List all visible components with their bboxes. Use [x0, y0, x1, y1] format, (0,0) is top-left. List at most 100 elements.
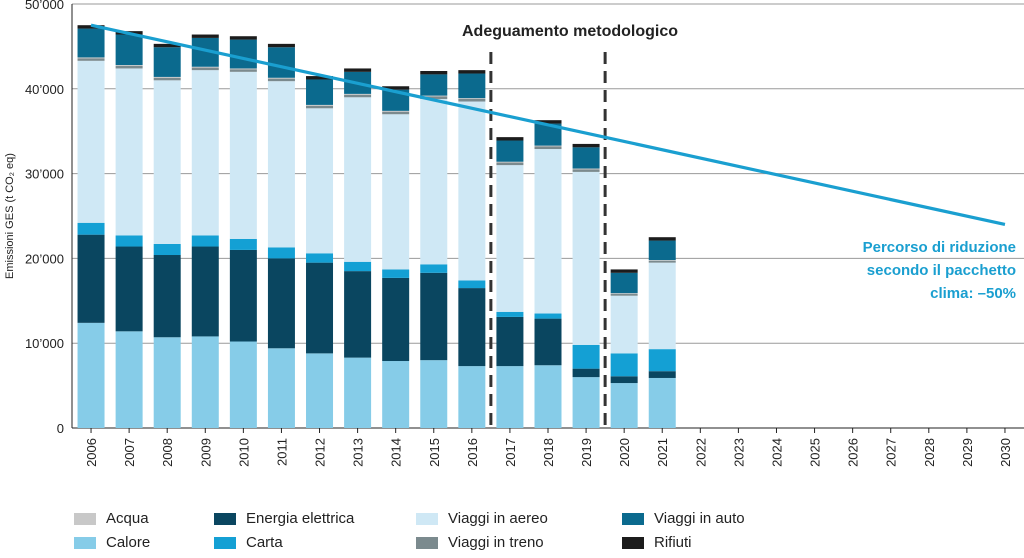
- legend-swatch: [214, 536, 236, 549]
- x-tick-label: 2017: [503, 438, 518, 467]
- bar-2017-rifiuti: [496, 137, 524, 141]
- bar-2006-rifiuti: [77, 25, 105, 29]
- bar-2019-calore: [572, 377, 600, 428]
- bar-2020-calore: [610, 383, 638, 428]
- bar-2013-viaggi-in-aereo: [344, 97, 372, 262]
- bar-2014-energia-elettrica: [382, 277, 410, 362]
- bar-2015-viaggi-in-treno: [420, 96, 448, 99]
- method-change-annotation: Adeguamento metodologico: [462, 23, 678, 40]
- bar-2019-rifiuti: [572, 143, 600, 148]
- y-tick-label: 40’000: [25, 82, 64, 97]
- bar-2008-energia-elettrica: [153, 255, 181, 338]
- legend-swatch: [214, 512, 236, 525]
- x-tick-label: 2023: [731, 438, 746, 467]
- bar-2012-acqua: [306, 104, 334, 106]
- bar-2007-carta: [115, 235, 143, 247]
- bar-2019-viaggi-in-treno: [572, 169, 600, 172]
- x-tick-label: 2024: [769, 438, 784, 467]
- bar-2006-energia-elettrica: [77, 234, 105, 323]
- legend-label: Viaggi in aereo: [448, 510, 548, 527]
- bar-2006-viaggi-in-aereo: [77, 60, 105, 223]
- bar-2009-viaggi-in-aereo: [191, 70, 219, 236]
- legend-swatch: [416, 512, 438, 525]
- bar-2012-rifiuti: [306, 76, 334, 80]
- emissions-chart: 0 10’000 20’000 30’000 40’000 50’000 Emissioni…: [4, 0, 1024, 467]
- bar-2006-calore: [77, 322, 105, 428]
- bar-2015-carta: [420, 264, 448, 273]
- bar-2018-energia-elettrica: [534, 318, 562, 366]
- bar-2012-viaggi-in-treno: [306, 105, 334, 109]
- bar-2008-carta: [153, 243, 181, 256]
- bar-2010-rifiuti: [229, 36, 257, 40]
- bar-2007-acqua: [115, 65, 143, 66]
- bar-2021-rifiuti: [648, 237, 676, 241]
- bar-2021-carta: [648, 349, 676, 372]
- legend-swatch: [622, 536, 644, 549]
- bar-2012-viaggi-in-auto: [306, 79, 334, 105]
- legend-swatch: [416, 536, 438, 549]
- bar-2014-acqua: [382, 110, 410, 112]
- reduction-path-label-line: secondo il pacchetto: [867, 262, 1016, 279]
- bar-2013-calore: [344, 357, 372, 428]
- bar-2010-acqua: [229, 68, 257, 70]
- bar-2012-energia-elettrica: [306, 262, 334, 354]
- legend-label: Viaggi in treno: [448, 534, 544, 551]
- bar-2015-calore: [420, 360, 448, 428]
- bar-2016-calore: [458, 366, 486, 428]
- x-tick-label: 2010: [236, 438, 251, 467]
- legend-label: Energia elettrica: [246, 510, 355, 527]
- bar-2007-viaggi-in-auto: [115, 34, 143, 66]
- legend-swatch: [74, 536, 96, 549]
- legend-item-viaggi-in-aereo: Viaggi in aereo: [416, 510, 548, 527]
- bar-2018-rifiuti: [534, 120, 562, 124]
- bar-2011-viaggi-in-treno: [267, 78, 295, 82]
- bar-2019-viaggi-in-aereo: [572, 171, 600, 345]
- bar-2016-energia-elettrica: [458, 288, 486, 367]
- legend-swatch: [74, 512, 96, 525]
- bar-2021-calore: [648, 377, 676, 428]
- bar-2019-carta: [572, 344, 600, 369]
- bar-2021-viaggi-in-aereo: [648, 262, 676, 350]
- bar-2015-rifiuti: [420, 70, 448, 75]
- x-tick-label: 2012: [313, 438, 328, 467]
- bar-2019-viaggi-in-auto: [572, 147, 600, 169]
- legend-item-carta: Carta: [214, 534, 283, 551]
- bar-2017-carta: [496, 311, 524, 317]
- bar-2010-carta: [229, 238, 257, 250]
- legend-item-energia-elettrica: Energia elettrica: [214, 510, 354, 527]
- x-tick-label: 2007: [122, 438, 137, 467]
- legend-item-viaggi-in-auto: Viaggi in auto: [622, 510, 745, 527]
- y-tick-label: 0: [57, 421, 64, 436]
- bar-2006-carta: [77, 222, 105, 235]
- x-tick-label: 2022: [693, 438, 708, 467]
- bar-2013-acqua: [344, 93, 372, 95]
- x-tick-label: 2014: [389, 438, 404, 467]
- bar-2012-viaggi-in-aereo: [306, 108, 334, 254]
- legend: Acqua Energia elettrica Viaggi in aereo Via…: [74, 510, 834, 554]
- bar-2020-viaggi-in-auto: [610, 272, 638, 294]
- bar-2010-calore: [229, 341, 257, 428]
- bar-2016-viaggi-in-auto: [458, 73, 486, 99]
- bar-2008-acqua: [153, 76, 181, 78]
- x-tick-label: 2018: [541, 438, 556, 467]
- bar-2008-viaggi-in-aereo: [153, 80, 181, 244]
- legend-item-acqua: Acqua: [74, 510, 149, 527]
- legend-label: Calore: [106, 534, 151, 551]
- bar-2008-rifiuti: [153, 43, 181, 48]
- y-tick-label: 10’000: [25, 336, 64, 351]
- legend-item-rifiuti: Rifiuti: [622, 534, 692, 551]
- bar-2017-calore: [496, 366, 524, 428]
- x-tick-label: 2011: [274, 438, 289, 466]
- bar-2017-viaggi-in-auto: [496, 140, 524, 162]
- x-tick-label: 2015: [427, 438, 442, 467]
- x-tick-label: 2026: [846, 438, 861, 467]
- bar-2018-viaggi-in-auto: [534, 123, 562, 146]
- bar-2020-rifiuti: [610, 269, 638, 273]
- x-tick-label: 2006: [84, 438, 99, 467]
- legend-label: Acqua: [106, 510, 149, 527]
- bar-2021-viaggi-in-treno: [648, 260, 676, 263]
- x-tick-label: 2009: [198, 438, 213, 467]
- bar-2013-viaggi-in-treno: [344, 94, 372, 98]
- bar-2008-calore: [153, 337, 181, 428]
- bar-2011-acqua: [267, 77, 295, 79]
